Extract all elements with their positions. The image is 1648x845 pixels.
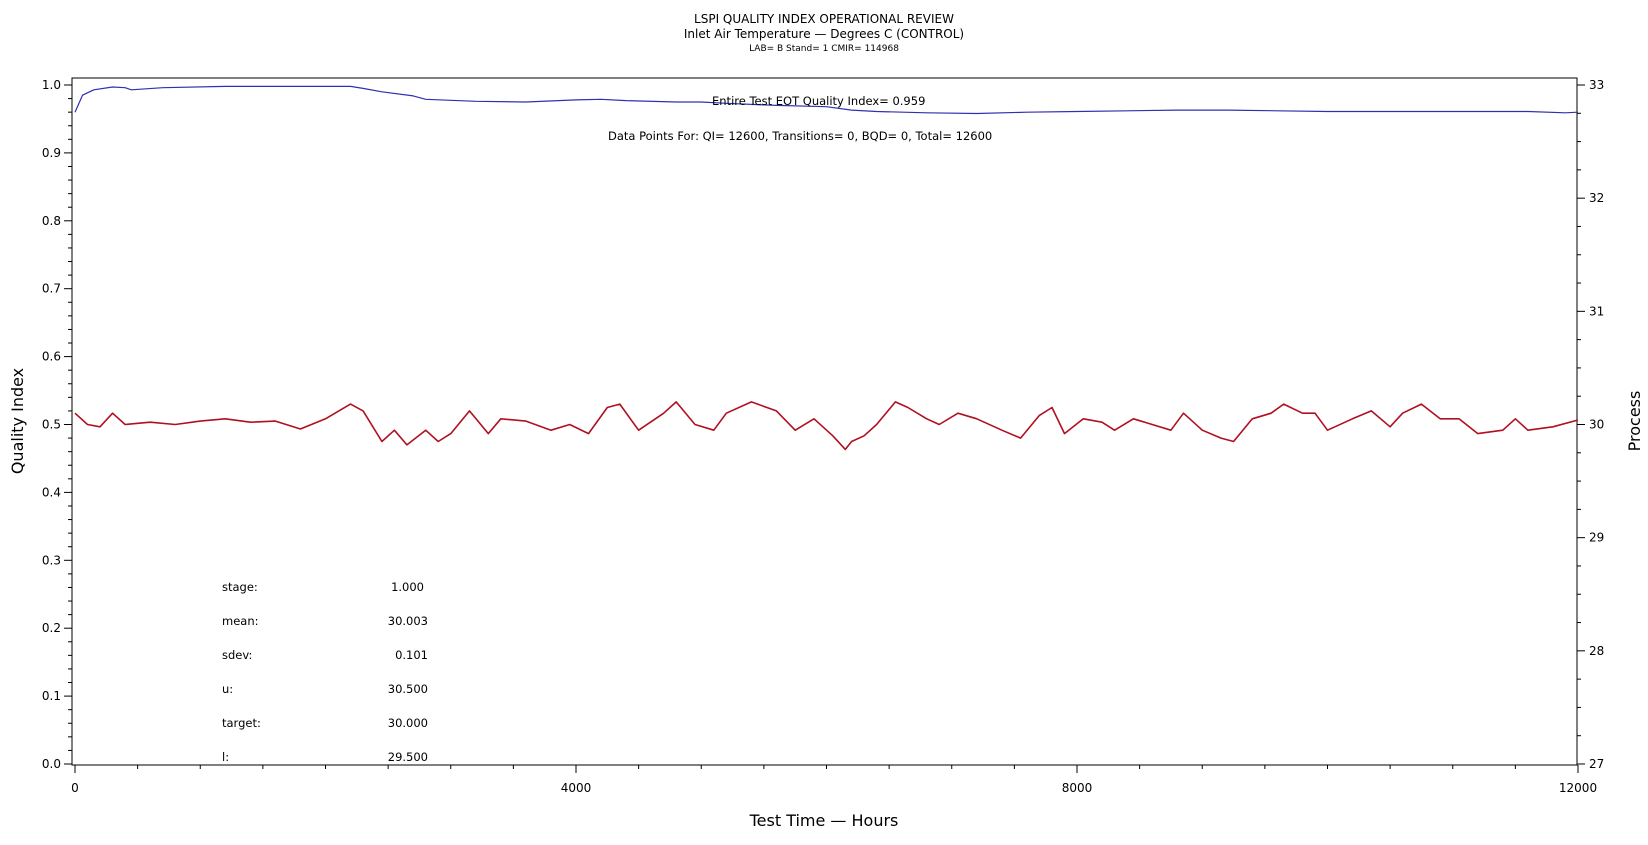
y-right-tick-label: 29	[1589, 531, 1604, 545]
stat-value-mean: 30.003	[388, 614, 428, 628]
y-right-tick-label: 27	[1589, 757, 1604, 771]
x-axis-label: Test Time — Hours	[749, 811, 899, 830]
y-right-tick-label: 32	[1589, 191, 1604, 205]
y-left-tick-label: 0.8	[42, 214, 61, 228]
plot-frame	[71, 77, 1578, 766]
chart-title: LSPI QUALITY INDEX OPERATIONAL REVIEW	[694, 12, 954, 26]
stat-label-mean: mean:	[222, 614, 259, 628]
process-series-line	[74, 401, 1579, 451]
x-tick-label: 4000	[561, 781, 592, 795]
y-right-tick-label: 33	[1589, 78, 1604, 92]
stat-label-u: u:	[222, 682, 233, 696]
eot-quality-index-label: Entire Test EOT Quality Index= 0.959	[712, 94, 925, 108]
quality-index-series-line	[74, 85, 1579, 115]
x-tick-label: 8000	[1062, 781, 1093, 795]
y-left-tick-label: 0.2	[42, 621, 61, 635]
y-right-axis-label: Process	[1625, 391, 1644, 452]
stat-value-l: 29.500	[388, 750, 428, 764]
y-left-tick-label: 0.7	[42, 282, 61, 296]
data-points-label: Data Points For: QI= 12600, Transitions=…	[608, 129, 992, 143]
ticks-layer: 0 4000 8000 12000 0.0 0.1 0.2 0.3 0.4 0.5 0.6 0.7 0.…	[42, 78, 1604, 795]
y-right-tick-label: 31	[1589, 304, 1604, 318]
stat-value-target: 30.000	[388, 716, 428, 730]
y-left-tick-label: 0.1	[42, 689, 61, 703]
x-tick-label: 12000	[1559, 781, 1597, 795]
y-right-tick-label: 30	[1589, 418, 1604, 432]
stat-value-u: 30.500	[388, 682, 428, 696]
y-left-tick-label: 0.9	[42, 146, 61, 160]
chart-meta: LAB= B Stand= 1 CMIR= 114968	[749, 44, 899, 54]
y-left-tick-label: 0.4	[42, 485, 61, 499]
y-left-tick-label: 0.0	[42, 757, 61, 771]
stats-block: stage: 1.000 mean: 30.003 sdev: 0.101 u:…	[222, 580, 428, 764]
stat-value-stage: 1.000	[391, 580, 424, 594]
chart-subtitle: Inlet Air Temperature — Degrees C (CONTR…	[684, 27, 964, 41]
stat-label-stage: stage:	[222, 580, 258, 594]
y-left-tick-label: 0.6	[42, 350, 61, 364]
y-left-axis-label: Quality Index	[8, 368, 27, 474]
y-right-tick-label: 28	[1589, 644, 1604, 658]
stat-label-target: target:	[222, 716, 261, 730]
stat-label-sdev: sdev:	[222, 648, 252, 662]
x-tick-label: 0	[71, 781, 79, 795]
y-left-tick-label: 0.5	[42, 418, 61, 432]
stat-value-sdev: 0.101	[395, 648, 428, 662]
stat-label-l: l:	[222, 750, 229, 764]
y-left-tick-label: 1.0	[42, 78, 61, 92]
series-layer	[74, 85, 1579, 451]
y-left-tick-label: 0.3	[42, 553, 61, 567]
